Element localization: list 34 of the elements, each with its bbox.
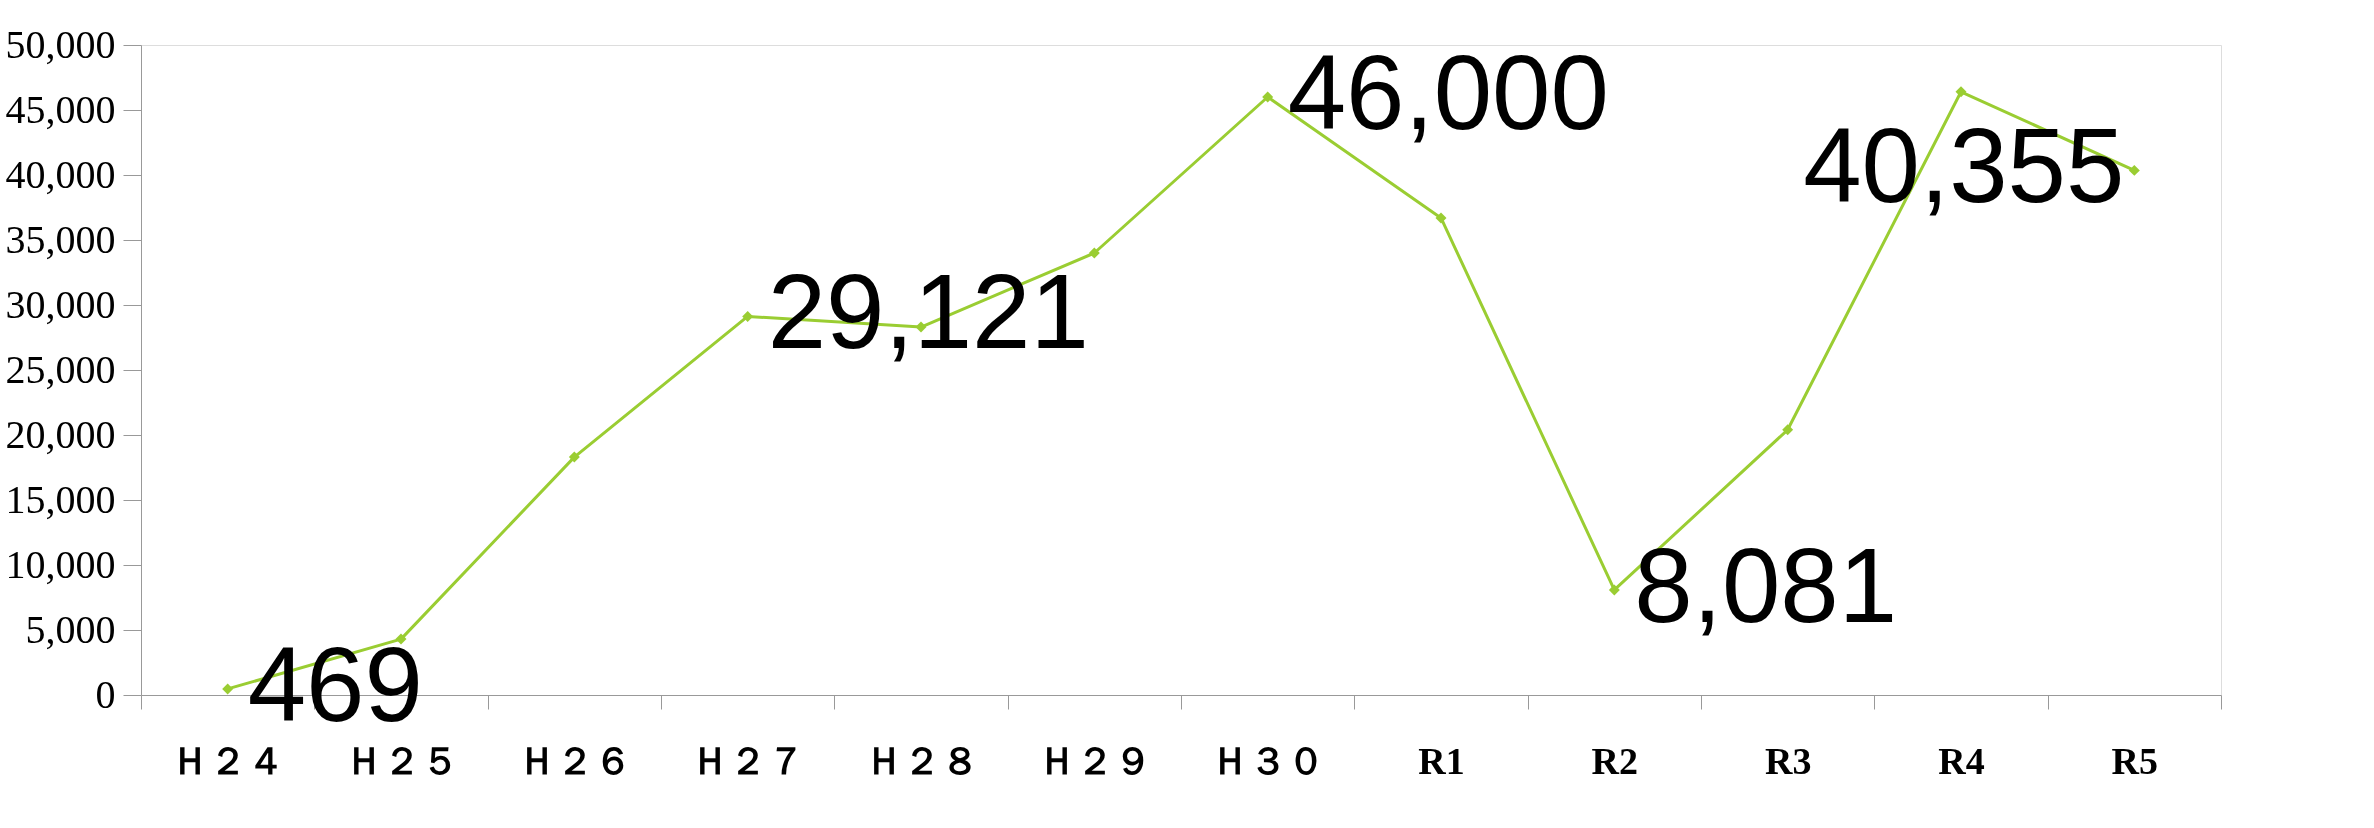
data-label: 46,000 xyxy=(1287,34,1609,151)
point xyxy=(1782,424,1794,436)
y-tick-label: 5,000 xyxy=(25,606,116,652)
point xyxy=(1088,247,1100,259)
point xyxy=(222,683,234,695)
point xyxy=(1435,212,1447,224)
point xyxy=(1955,86,1967,98)
y-tick-label: 35,000 xyxy=(5,216,116,262)
point xyxy=(742,310,754,322)
x-tick-label: R3 xyxy=(1764,739,1812,782)
y-tick-label: 30,000 xyxy=(5,281,116,327)
point xyxy=(395,633,407,645)
x-tick-label: Ｈ２７ xyxy=(691,739,806,782)
y-tick-label: 15,000 xyxy=(5,476,116,522)
x-tick-label: R2 xyxy=(1591,739,1639,782)
point xyxy=(568,451,580,463)
x-tick-label: R4 xyxy=(1938,739,1985,782)
point xyxy=(1262,91,1274,103)
y-tick-label: 25,000 xyxy=(5,346,116,392)
point xyxy=(2128,164,2140,176)
y-tick-label: 20,000 xyxy=(5,411,116,457)
x-tick-label: Ｈ２８ xyxy=(864,739,979,782)
point xyxy=(1608,584,1620,596)
x-tick-label: R5 xyxy=(2111,739,2159,782)
data-label: 8,081 xyxy=(1634,526,1898,644)
x-tick-label: R1 xyxy=(1418,739,1465,782)
y-tick-label: 40,000 xyxy=(5,151,116,197)
x-tick-label: Ｈ２９ xyxy=(1037,739,1152,782)
y-tick-label: 45,000 xyxy=(5,86,116,132)
x-tick-label: Ｈ２６ xyxy=(517,739,632,782)
y-tick-label: 0 xyxy=(95,671,116,717)
x-tick-label: Ｈ３０ xyxy=(1211,739,1326,782)
y-tick-label: 50,000 xyxy=(5,21,116,67)
y-tick-label: 10,000 xyxy=(5,541,116,587)
